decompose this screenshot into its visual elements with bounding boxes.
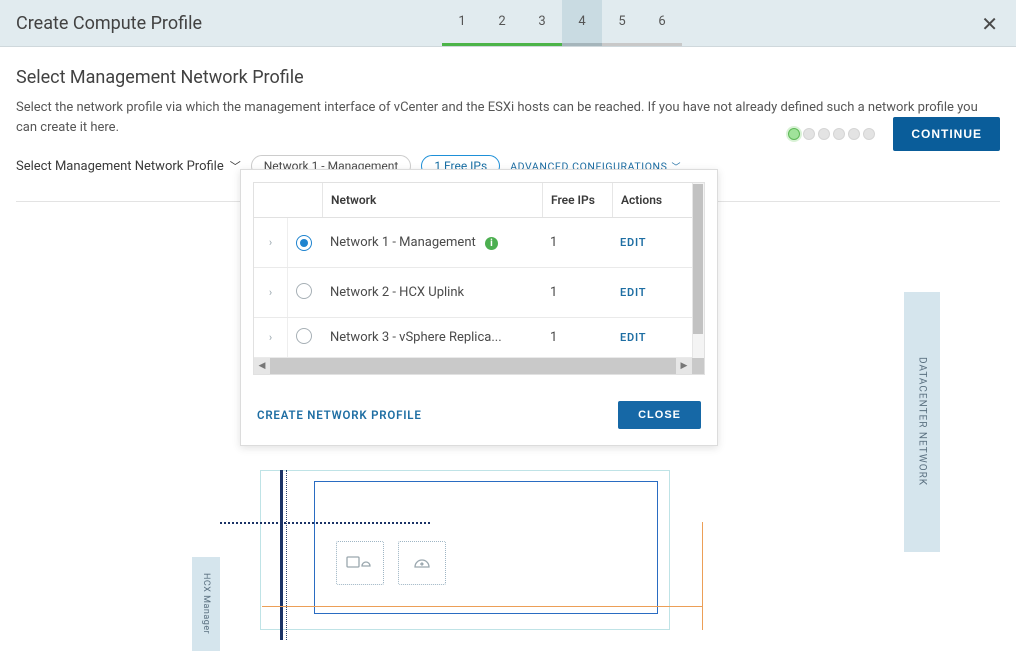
progress-dot — [803, 128, 815, 140]
freeips-value: 1 — [542, 330, 612, 345]
progress-dot — [818, 128, 830, 140]
selector-label: Select Management Network Profile — [16, 159, 224, 174]
scrollbar-thumb[interactable] — [693, 184, 703, 334]
horizontal-scrollbar[interactable]: ◀ ▶ — [254, 358, 704, 374]
diagram-vline — [280, 470, 283, 640]
step-6[interactable]: 6 — [642, 0, 682, 46]
wizard-header: Create Compute Profile 1 2 3 4 5 6 ✕ — [0, 0, 1016, 46]
hcx-manager-label: HCX Manager — [201, 573, 211, 634]
radio-select[interactable] — [296, 235, 312, 251]
wizard-title: Create Compute Profile — [16, 13, 202, 34]
freeips-value: 1 — [542, 285, 612, 300]
table-row[interactable]: › Network 2 - HCX Uplink 1 EDIT — [254, 268, 692, 318]
diagram-vline-dotted — [286, 470, 287, 640]
step-1[interactable]: 1 — [442, 0, 482, 46]
step-3[interactable]: 3 — [522, 0, 562, 46]
col-network-header: Network — [322, 183, 542, 217]
network-table: Network Free IPs Actions › Network 1 - M… — [253, 182, 705, 375]
continue-button[interactable]: CONTINUE — [893, 117, 1000, 151]
radio-select[interactable] — [296, 283, 312, 299]
progress-dot — [848, 128, 860, 140]
expand-caret-icon[interactable]: › — [269, 236, 272, 249]
expand-caret-icon[interactable]: › — [269, 331, 272, 344]
radio-select[interactable] — [296, 328, 312, 344]
create-network-profile-link[interactable]: CREATE NETWORK PROFILE — [257, 408, 422, 422]
scroll-right-icon[interactable]: ▶ — [676, 358, 692, 374]
network-name: Network 2 - HCX Uplink — [330, 285, 464, 300]
network-profile-dropdown: Network Free IPs Actions › Network 1 - M… — [240, 169, 718, 446]
scroll-left-icon[interactable]: ◀ — [254, 358, 270, 374]
info-icon[interactable]: i — [485, 237, 498, 250]
appliance-icon — [336, 541, 384, 585]
step-5[interactable]: 5 — [602, 0, 642, 46]
right-controls: CONTINUE — [788, 117, 1000, 151]
wizard-stepper: 1 2 3 4 5 6 — [442, 0, 682, 46]
vertical-scrollbar[interactable] — [692, 183, 704, 358]
datacenter-network-label: DATACENTER NETWORK — [917, 357, 928, 486]
dropdown-footer: CREATE NETWORK PROFILE CLOSE — [241, 387, 717, 445]
edit-link[interactable]: EDIT — [620, 331, 646, 344]
progress-dot — [833, 128, 845, 140]
col-freeips-header: Free IPs — [542, 183, 612, 217]
edit-link[interactable]: EDIT — [620, 286, 646, 299]
progress-dot — [788, 128, 800, 140]
progress-dot — [863, 128, 875, 140]
edit-link[interactable]: EDIT — [620, 236, 646, 249]
network-name: Network 3 - vSphere Replica... — [330, 330, 502, 345]
table-header: Network Free IPs Actions — [254, 183, 692, 218]
diagram-orange-vline — [702, 522, 703, 630]
network-name: Network 1 - Management — [330, 235, 476, 250]
step-2[interactable]: 2 — [482, 0, 522, 46]
diagram-hline-dotted — [220, 522, 430, 524]
diagram-appliance-row — [336, 541, 446, 585]
dot-progress — [788, 128, 875, 140]
step-4[interactable]: 4 — [562, 0, 602, 46]
datacenter-network-box: DATACENTER NETWORK — [904, 292, 940, 552]
table-row[interactable]: › Network 3 - vSphere Replica... 1 EDIT — [254, 318, 692, 358]
close-icon[interactable]: ✕ — [981, 12, 998, 36]
hcx-manager-box: HCX Manager — [192, 557, 220, 651]
appliance-icon — [398, 541, 446, 585]
close-button[interactable]: CLOSE — [618, 401, 701, 429]
freeips-value: 1 — [542, 235, 612, 250]
diagram-orange-hline — [262, 606, 702, 607]
col-actions-header: Actions — [612, 183, 692, 217]
section-title: Select Management Network Profile — [16, 67, 1000, 88]
table-row[interactable]: › Network 1 - Management i 1 EDIT — [254, 218, 692, 268]
expand-caret-icon[interactable]: › — [269, 286, 272, 299]
